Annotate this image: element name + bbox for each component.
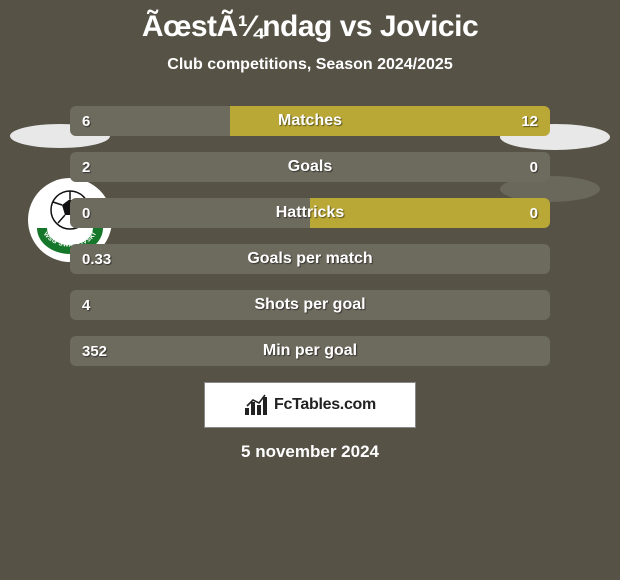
stat-label: Matches bbox=[70, 106, 550, 136]
comparison-infographic: ÃœstÃ¼ndag vs Jovicic Club competitions,… bbox=[0, 0, 620, 580]
stats-container: Matches612Goals20Hattricks00Goals per ma… bbox=[70, 106, 550, 366]
stat-row: Min per goal352 bbox=[70, 336, 550, 366]
stat-value-left: 6 bbox=[70, 106, 102, 136]
stat-label: Goals per match bbox=[70, 244, 550, 274]
stat-value-left: 4 bbox=[70, 290, 102, 320]
stat-row: Goals per match0.33 bbox=[70, 244, 550, 274]
subtitle: Club competitions, Season 2024/2025 bbox=[0, 56, 620, 74]
stat-row: Goals2 0 bbox=[70, 152, 550, 182]
stat-value-left: 0 bbox=[70, 198, 102, 228]
date-label: 5 november 2024 bbox=[0, 442, 620, 462]
brand-text: FcTables.com bbox=[274, 396, 376, 414]
stat-label: Goals bbox=[70, 152, 550, 182]
stat-row: Shots per goal4 bbox=[70, 290, 550, 320]
stat-value-right: 0 bbox=[518, 198, 550, 228]
stat-value-right bbox=[526, 336, 550, 366]
stat-label: Shots per goal bbox=[70, 290, 550, 320]
stat-value-left: 352 bbox=[70, 336, 119, 366]
stat-row: Hattricks0 0 bbox=[70, 198, 550, 228]
page-title: ÃœstÃ¼ndag vs Jovicic bbox=[0, 0, 620, 44]
stat-label: Hattricks bbox=[70, 198, 550, 228]
bar-chart-icon bbox=[244, 394, 268, 416]
stat-value-right: 0 bbox=[518, 152, 550, 182]
stat-value-right: 12 bbox=[509, 106, 550, 136]
stat-value-right bbox=[526, 290, 550, 320]
brand-badge: FcTables.com bbox=[204, 382, 416, 428]
stat-value-left: 0.33 bbox=[70, 244, 123, 274]
stat-label: Min per goal bbox=[70, 336, 550, 366]
stat-value-right bbox=[526, 244, 550, 274]
stat-row: Matches6 12 bbox=[70, 106, 550, 136]
stat-value-left: 2 bbox=[70, 152, 102, 182]
